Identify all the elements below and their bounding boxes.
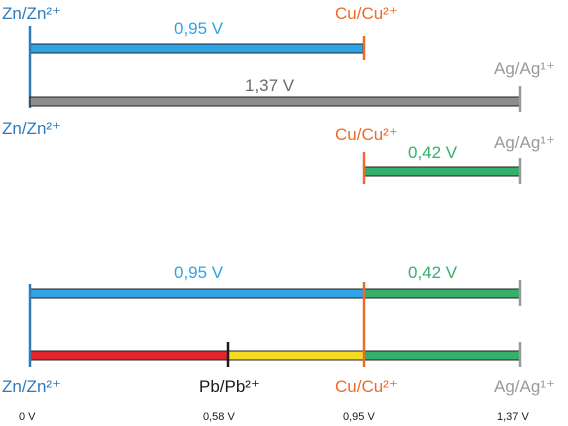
voltage-cu-ag-combined: 0,42 V bbox=[408, 263, 458, 282]
potential-cu: 0,95 V bbox=[343, 411, 375, 423]
bar-zn-cu-top bbox=[29, 43, 364, 54]
voltage-zn-cu-combined: 0,95 V bbox=[174, 263, 224, 282]
potential-zn: 0 V bbox=[19, 411, 36, 423]
label-ag-bottom: Ag/Ag¹⁺ bbox=[494, 377, 555, 396]
label-ag-top: Ag/Ag¹⁺ bbox=[494, 59, 555, 78]
voltage-zn-ag: 1,37 V bbox=[245, 76, 295, 95]
potential-pb: 0,58 V bbox=[203, 411, 235, 423]
bar-cu-ag-combined bbox=[363, 288, 521, 299]
label-ag-mid: Ag/Ag¹⁺ bbox=[494, 133, 555, 152]
label-cu-bottom: Cu/Cu²⁺ bbox=[335, 377, 398, 396]
voltage-cu-ag-mid: 0,42 V bbox=[408, 143, 458, 162]
label-zn-bottom: Zn/Zn²⁺ bbox=[2, 377, 61, 396]
bar-cu-ag-mid bbox=[363, 166, 521, 177]
voltage-zn-cu-top: 0,95 V bbox=[174, 19, 224, 38]
bar-zn-pb bbox=[29, 350, 229, 361]
label-zn-mid: Zn/Zn²⁺ bbox=[2, 119, 61, 138]
bar-cu-ag-bottom bbox=[363, 350, 521, 361]
bar-zn-ag bbox=[29, 96, 521, 107]
label-zn-top: Zn/Zn²⁺ bbox=[2, 4, 61, 23]
label-cu-mid: Cu/Cu²⁺ bbox=[335, 125, 398, 144]
bar-pb-cu bbox=[227, 350, 365, 361]
label-pb-bottom: Pb/Pb²⁺ bbox=[199, 377, 260, 396]
bar-zn-cu-combined bbox=[29, 288, 365, 299]
potential-ag: 1,37 V bbox=[497, 411, 529, 423]
label-cu-top: Cu/Cu²⁺ bbox=[335, 4, 398, 23]
